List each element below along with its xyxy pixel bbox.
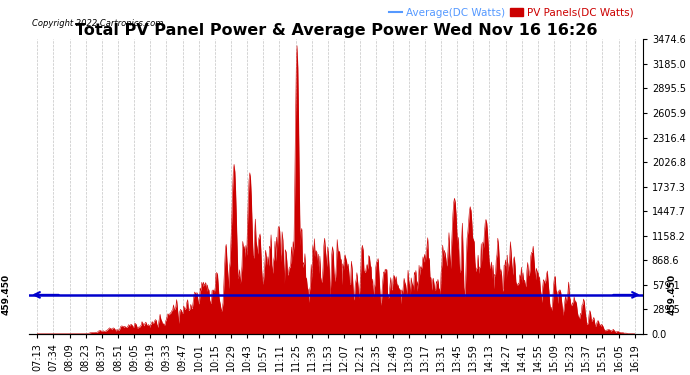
Text: 459.450: 459.450 — [667, 274, 676, 315]
Text: 459.450: 459.450 — [2, 274, 11, 315]
Title: Total PV Panel Power & Average Power Wed Nov 16 16:26: Total PV Panel Power & Average Power Wed… — [75, 23, 598, 38]
Legend: Average(DC Watts), PV Panels(DC Watts): Average(DC Watts), PV Panels(DC Watts) — [385, 3, 638, 22]
Text: Copyright 2022 Cartronics.com: Copyright 2022 Cartronics.com — [32, 19, 164, 28]
